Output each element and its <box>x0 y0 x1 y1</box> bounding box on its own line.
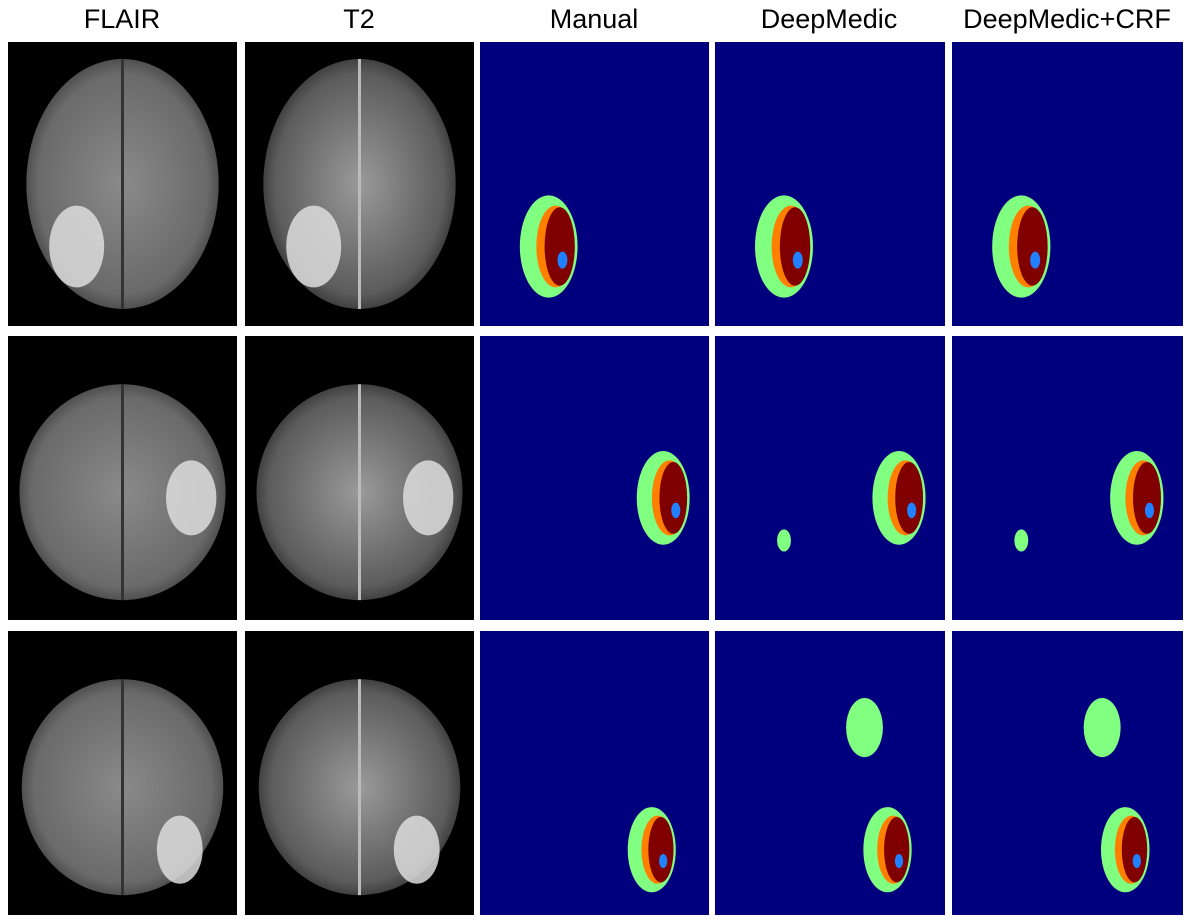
column-header: DeepMedic+CRF <box>963 4 1171 34</box>
necrosis <box>544 207 575 286</box>
edema <box>1083 698 1121 758</box>
non-enhancing <box>557 251 568 269</box>
non-enhancing <box>894 853 904 869</box>
necrosis <box>648 817 674 883</box>
lesion <box>166 460 217 536</box>
lesion <box>403 460 454 536</box>
lesion <box>156 815 203 884</box>
necrosis <box>1121 817 1148 883</box>
non-enhancing <box>1132 853 1141 869</box>
column-header: DeepMedic <box>761 4 898 34</box>
edema <box>1014 529 1029 552</box>
non-enhancing <box>907 502 917 519</box>
column-header: Manual <box>550 4 639 34</box>
lesion <box>49 205 105 288</box>
necrosis <box>884 817 910 883</box>
column-header: FLAIR <box>84 4 161 34</box>
segmentation-panel <box>480 42 709 326</box>
necrosis <box>1132 461 1161 534</box>
non-enhancing <box>792 251 803 269</box>
necrosis <box>1017 207 1048 286</box>
segmentation-panel <box>715 631 945 915</box>
lesion <box>393 815 440 884</box>
necrosis <box>659 461 688 534</box>
necrosis <box>895 461 924 534</box>
column-header: T2 <box>343 4 375 34</box>
lesion <box>286 205 342 288</box>
necrosis <box>779 207 811 286</box>
panel-grid <box>8 42 1183 915</box>
edema <box>846 698 883 758</box>
segmentation-panel <box>715 42 945 326</box>
non-enhancing <box>1144 502 1155 519</box>
segmentation-panel <box>952 42 1183 326</box>
edema <box>777 529 791 552</box>
segmentation-panel <box>480 631 709 915</box>
non-enhancing <box>659 853 668 869</box>
non-enhancing <box>671 502 681 519</box>
segmentation-panel <box>952 631 1183 915</box>
non-enhancing <box>1030 251 1041 269</box>
